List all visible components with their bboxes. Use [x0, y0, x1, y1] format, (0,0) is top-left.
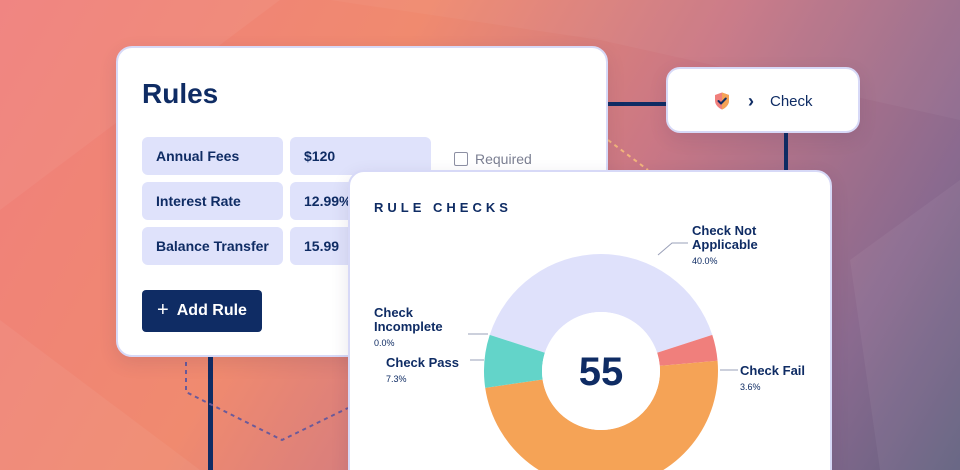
label-check-pass-name: Check Pass [386, 355, 459, 370]
rule-checks-donut-chart: 55 [468, 242, 738, 470]
label-check-fail: Check Fail 3.6% [740, 363, 806, 393]
check-label: Check [770, 92, 813, 110]
label-check-pass-pct: 7.3% [386, 374, 407, 384]
leader-check-not-applicable [657, 242, 688, 256]
shield-check-icon [715, 92, 729, 110]
rule-label-interest-rate[interactable]: Interest Rate [142, 182, 283, 220]
slice-check-not-applicable [489, 253, 713, 353]
required-label: Required [475, 151, 532, 167]
rule-checks-heading: RULE CHECKS [374, 200, 512, 215]
donut-hole [542, 312, 660, 430]
rules-title: Rules [142, 78, 219, 109]
donut-total-value: 55 [579, 350, 624, 394]
label-check-not-applicable-pct: 40.0% [692, 256, 718, 266]
rule-value-annual-fees[interactable]: $120 [290, 137, 431, 175]
label-check-incomplete-pct: 0.0% [374, 338, 395, 348]
add-rule-label: Add Rule [176, 302, 247, 319]
slice-check-fail [657, 334, 718, 366]
connector-rules-down [208, 356, 213, 470]
slice-check-pass [484, 334, 545, 388]
label-check-not-applicable: Check Not Applicable 40.0% [692, 223, 782, 267]
add-rule-button[interactable]: + Add Rule [142, 290, 262, 332]
required-option[interactable]: Required [454, 151, 532, 167]
label-check-not-applicable-name: Check Not Applicable [692, 223, 758, 252]
label-check-incomplete-name: Check Incomplete [374, 305, 443, 334]
check-card[interactable]: › Check [666, 67, 860, 133]
rule-label-balance-transfer[interactable]: Balance Transfer [142, 227, 283, 265]
required-checkbox[interactable] [454, 152, 468, 166]
connector-rules-to-check [606, 102, 668, 106]
label-check-fail-name: Check Fail [740, 363, 806, 378]
chevron-right-icon: › [748, 91, 754, 111]
plus-icon: + [157, 299, 169, 321]
label-check-pass: Check Pass 7.3% [386, 355, 459, 385]
label-check-fail-pct: 3.6% [740, 382, 761, 392]
rule-label-annual-fees[interactable]: Annual Fees [142, 137, 283, 175]
connector-check-to-checks [784, 132, 788, 172]
label-check-incomplete: Check Incomplete 0.0% [374, 305, 454, 349]
slice-unlabeled-remainder [485, 360, 718, 470]
rule-checks-card: RULE CHECKS 55 Check Not Applicable 40.0… [348, 170, 832, 470]
